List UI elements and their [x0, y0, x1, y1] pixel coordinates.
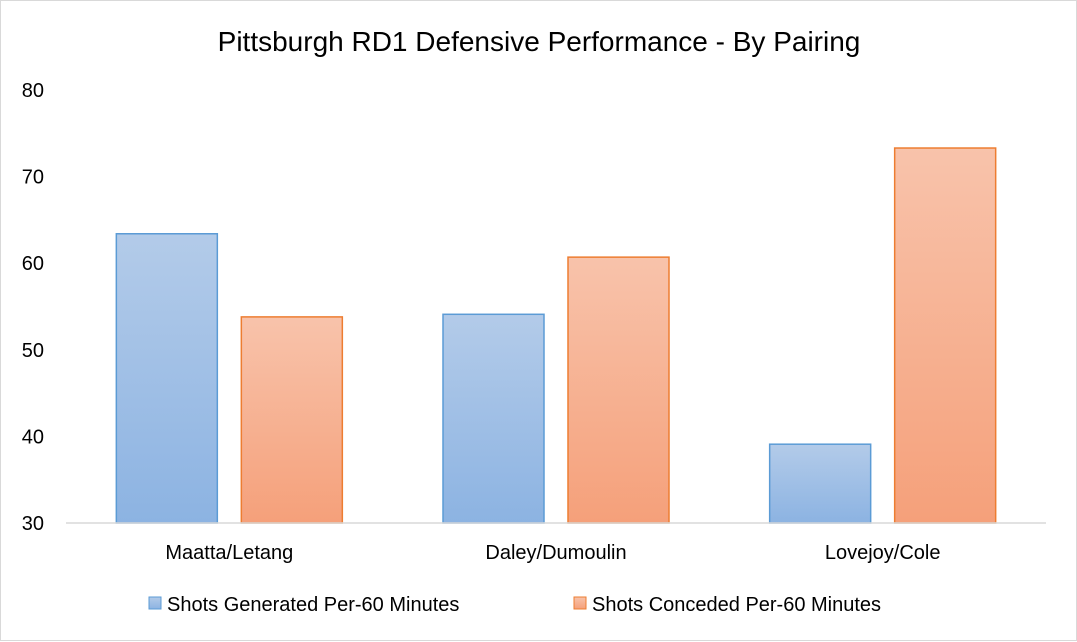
- bars: [115, 147, 997, 524]
- x-axis: Maatta/Letang Daley/Dumoulin Lovejoy/Cole: [165, 542, 940, 564]
- x-category-label: Maatta/Letang: [165, 542, 293, 564]
- legend: Shots Generated Per-60 Minutes Shots Conc…: [148, 594, 881, 616]
- bar-series-0-2: [768, 443, 872, 524]
- x-category-label: Daley/Dumoulin: [485, 542, 626, 564]
- legend-swatch-1: [573, 596, 587, 610]
- y-tick-label: 80: [22, 80, 44, 102]
- y-tick-label: 40: [22, 426, 44, 448]
- chart-title: Pittsburgh RD1 Defensive Performance - B…: [218, 26, 861, 57]
- bar-series-1-1: [567, 256, 670, 524]
- legend-swatch-0: [148, 596, 162, 610]
- y-tick-label: 60: [22, 253, 44, 275]
- y-tick-label: 30: [22, 513, 44, 535]
- bar-series-0-1: [442, 313, 545, 524]
- bar-series-1-0: [240, 316, 344, 524]
- y-tick-label: 70: [22, 167, 44, 189]
- legend-label-0: Shots Generated Per-60 Minutes: [167, 594, 459, 616]
- bar-series-1-2: [893, 147, 997, 524]
- x-category-label: Lovejoy/Cole: [825, 542, 941, 564]
- y-tick-label: 50: [22, 340, 44, 362]
- bar-series-0-0: [115, 233, 219, 524]
- legend-label-1: Shots Conceded Per-60 Minutes: [592, 594, 881, 616]
- y-axis: 30 40 50 60 70 80: [22, 80, 44, 535]
